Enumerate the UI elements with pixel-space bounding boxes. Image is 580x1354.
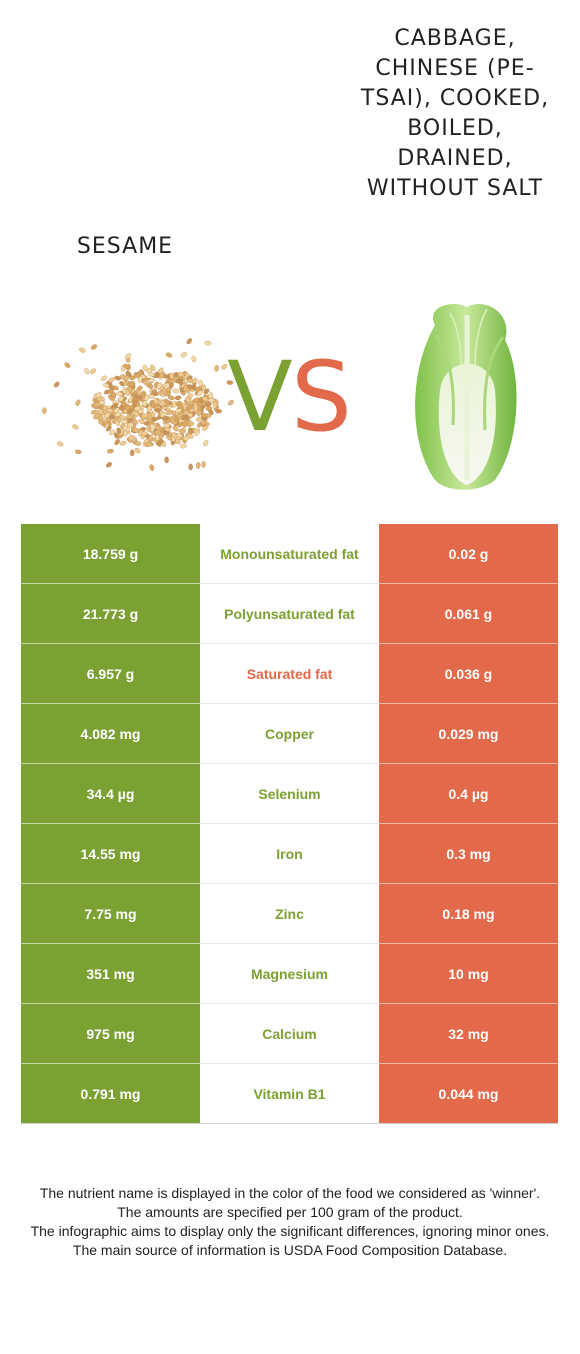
nutrient-table: 18.759 g Monounsaturated fat 0.02 g 21.773 … (21, 524, 558, 1124)
right-value-cell: 0.029 mg (379, 704, 558, 764)
nutrient-name-cell: Saturated fat (200, 644, 379, 704)
footnote-line: The amounts are specified per 100 gram o… (117, 1204, 463, 1220)
table-row: 18.759 g Monounsaturated fat 0.02 g (21, 524, 558, 584)
left-value-cell: 34.4 µg (21, 764, 200, 824)
left-value-cell: 0.791 mg (21, 1064, 200, 1124)
vs-logo: V S (227, 341, 352, 440)
right-value-cell: 0.044 mg (379, 1064, 558, 1124)
left-value-cell: 18.759 g (21, 524, 200, 584)
left-value-cell: 21.773 g (21, 584, 200, 644)
cabbage-image (415, 303, 517, 490)
footnote-line: The infographic aims to display only the… (30, 1223, 550, 1239)
table-row: 14.55 mg Iron 0.3 mg (21, 824, 558, 884)
right-value-cell: 0.4 µg (379, 764, 558, 824)
nutrient-name-cell: Magnesium (200, 944, 379, 1004)
right-value-cell: 0.02 g (379, 524, 558, 584)
table-row: 4.082 mg Copper 0.029 mg (21, 704, 558, 764)
nutrient-name-cell: Iron (200, 824, 379, 884)
table-row: 34.4 µg Selenium 0.4 µg (21, 764, 558, 824)
left-value-cell: 4.082 mg (21, 704, 200, 764)
footnote: The nutrient name is displayed in the co… (20, 1184, 560, 1260)
nutrient-name-cell: Zinc (200, 884, 379, 944)
nutrient-name-cell: Monounsaturated fat (200, 524, 379, 584)
vs-s-letter: S (291, 341, 352, 440)
left-value-cell: 7.75 mg (21, 884, 200, 944)
left-value-cell: 351 mg (21, 944, 200, 1004)
table-row: 21.773 g Polyunsaturated fat 0.061 g (21, 584, 558, 644)
sesame-image (42, 338, 234, 471)
left-value-cell: 14.55 mg (21, 824, 200, 884)
right-value-cell: 10 mg (379, 944, 558, 1004)
nutrient-name-cell: Polyunsaturated fat (200, 584, 379, 644)
footnote-line: The nutrient name is displayed in the co… (39, 1185, 541, 1201)
nutrient-name-cell: Copper (200, 704, 379, 764)
vs-v-letter: V (227, 341, 293, 440)
nutrient-name-cell: Vitamin B1 (200, 1064, 379, 1124)
table-row: 351 mg Magnesium 10 mg (21, 944, 558, 1004)
right-value-cell: 0.18 mg (379, 884, 558, 944)
right-food-title: Cabbage, chinese (pe-tsai), cooked, boil… (360, 26, 550, 201)
table-row: 0.791 mg Vitamin B1 0.044 mg (21, 1064, 558, 1124)
footnote-line: The main source of information is USDA F… (72, 1242, 508, 1258)
right-value-cell: 0.3 mg (379, 824, 558, 884)
right-value-cell: 0.061 g (379, 584, 558, 644)
nutrient-name-cell: Calcium (200, 1004, 379, 1064)
right-value-cell: 0.036 g (379, 644, 558, 704)
left-value-cell: 975 mg (21, 1004, 200, 1064)
left-value-cell: 6.957 g (21, 644, 200, 704)
table-row: 6.957 g Saturated fat 0.036 g (21, 644, 558, 704)
right-value-cell: 32 mg (379, 1004, 558, 1064)
table-row: 975 mg Calcium 32 mg (21, 1004, 558, 1064)
nutrient-name-cell: Selenium (200, 764, 379, 824)
left-food-title: Sesame (76, 234, 174, 259)
table-row: 7.75 mg Zinc 0.18 mg (21, 884, 558, 944)
